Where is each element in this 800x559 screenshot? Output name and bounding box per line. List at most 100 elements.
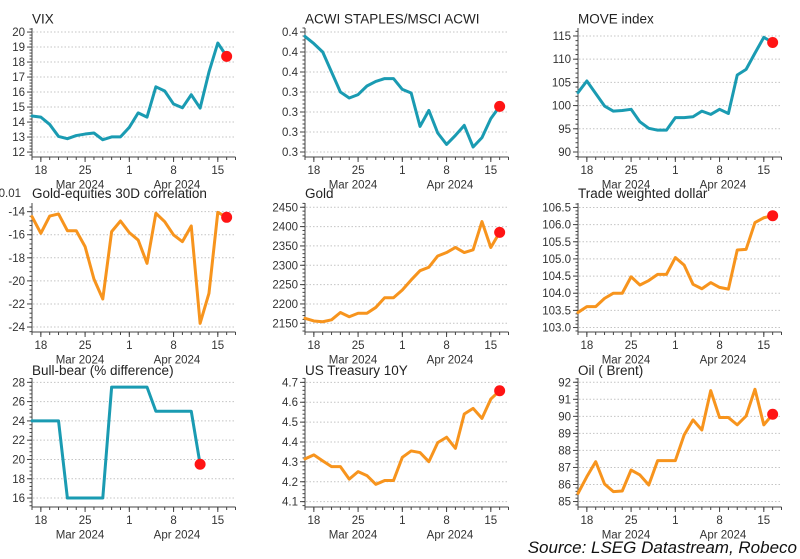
y-tick-label: 103.0 [542,323,571,335]
x-tick-label: 8 [170,340,176,352]
latest-value-marker [221,211,233,223]
y-tick-label: 19 [12,42,25,54]
y-tick-label: 88 [558,445,571,457]
chart-title: Gold [305,186,334,201]
chart-title: ACWI STAPLES/MSCI ACWI [305,12,480,27]
y-tick-label: 91 [558,394,571,406]
y-tick-label: -14 [8,207,25,219]
y-tick-label: 18 [12,57,25,69]
x-tick-label: 18 [580,340,593,352]
x-tick-label: 18 [34,340,47,352]
y-tick-label: 18 [12,474,25,486]
y-tick-label: 103.5 [542,305,571,317]
y-tick-label: 12 [12,147,25,159]
x-tick-label: 25 [352,340,365,352]
y-tick-label: 4.7 [282,377,298,389]
y-tick-label: -22 [8,299,25,311]
month-label: Mar 2024 [602,180,651,192]
x-tick-label: 15 [484,340,497,352]
month-label: Apr 2024 [154,180,201,192]
y-tick-label: 86 [558,480,571,492]
y-tick-label: 106.0 [542,220,571,232]
y-tick-label: 14 [12,117,25,129]
y-tick-label: 2200 [272,299,298,311]
series-line [303,220,502,324]
x-tick-label: 15 [757,165,770,177]
x-tick-label: 15 [211,340,224,352]
x-tick-label: 18 [580,515,593,527]
y-tick-label: 20 [12,27,25,39]
y-tick-label: 0.4 [282,27,299,39]
x-tick-label: 18 [307,340,320,352]
month-label: Apr 2024 [154,355,201,367]
y-tick-label: 95 [558,124,571,136]
x-tick-label: 1 [672,515,678,527]
series-line [30,210,229,325]
y-tick-label: 4.1 [282,497,298,509]
latest-value-marker [767,36,779,48]
chart-title: VIX [32,12,54,27]
month-label: Apr 2024 [427,180,474,192]
x-tick-label: 25 [352,165,365,177]
y-tick-label: 2450 [272,202,298,214]
y-tick-label: 87 [558,462,571,474]
y-tick-label: 100 [552,101,571,113]
chart-title: MOVE index [578,12,654,27]
chart-title: Bull-bear (% difference) [32,363,174,378]
x-tick-label: 8 [170,165,176,177]
y-tick-label: 92 [558,377,571,389]
x-tick-label: 8 [716,515,722,527]
y-tick-label: 105 [552,77,571,89]
y-tick-label: -18 [8,253,25,265]
x-tick-label: 1 [399,165,405,177]
latest-value-marker [767,408,779,420]
x-tick-label: 8 [443,340,449,352]
x-tick-label: 15 [757,515,770,527]
y-tick-label: 0.3 [282,147,298,159]
latest-value-marker [494,100,506,112]
y-tick-label: 28 [12,377,25,389]
x-tick-label: 1 [672,340,678,352]
x-tick-label: 15 [484,515,497,527]
y-tick-label: 13 [12,132,25,144]
x-tick-label: 15 [211,515,224,527]
month-label: Mar 2024 [602,355,651,367]
y-tick-label: 90 [558,147,571,159]
month-label: Mar 2024 [56,530,105,542]
y-tick-label: 4.3 [282,457,298,469]
y-tick-label: 104.0 [542,288,571,300]
x-tick-label: 8 [170,515,176,527]
x-tick-label: 25 [625,340,638,352]
x-tick-label: 1 [126,340,132,352]
y-tick-label: 16 [12,87,25,99]
x-tick-label: 25 [625,165,638,177]
y-scale-label: 0.01 [0,188,21,200]
x-tick-label: 25 [79,165,92,177]
x-tick-label: 1 [399,515,405,527]
latest-value-marker [494,226,506,238]
y-tick-label: 105.0 [542,254,571,266]
y-tick-label: 2150 [272,318,298,330]
y-tick-label: 4.4 [282,437,299,449]
latest-value-marker [221,50,233,62]
y-tick-label: 15 [12,102,25,114]
chart-trade-weighted-dollar: 106.5 106.0 105.5 105.0 104.5 104.0 103.5 103.0… [542,186,782,367]
x-tick-label: 1 [399,340,405,352]
y-tick-label: 20 [12,454,25,466]
y-tick-label: 0.4 [282,67,299,79]
y-tick-label: 16 [12,493,25,505]
x-tick-label: 25 [79,515,92,527]
x-tick-label: 15 [757,340,770,352]
y-tick-label: 0.4 [282,47,299,59]
month-label: Apr 2024 [700,530,747,542]
x-tick-label: 8 [443,515,449,527]
x-tick-label: 18 [34,165,47,177]
x-tick-label: 1 [126,515,132,527]
y-tick-label: 115 [553,31,571,43]
y-tick-label: 24 [12,416,25,428]
y-tick-label: 0.3 [282,127,298,139]
y-tick-label: 89 [558,428,571,440]
